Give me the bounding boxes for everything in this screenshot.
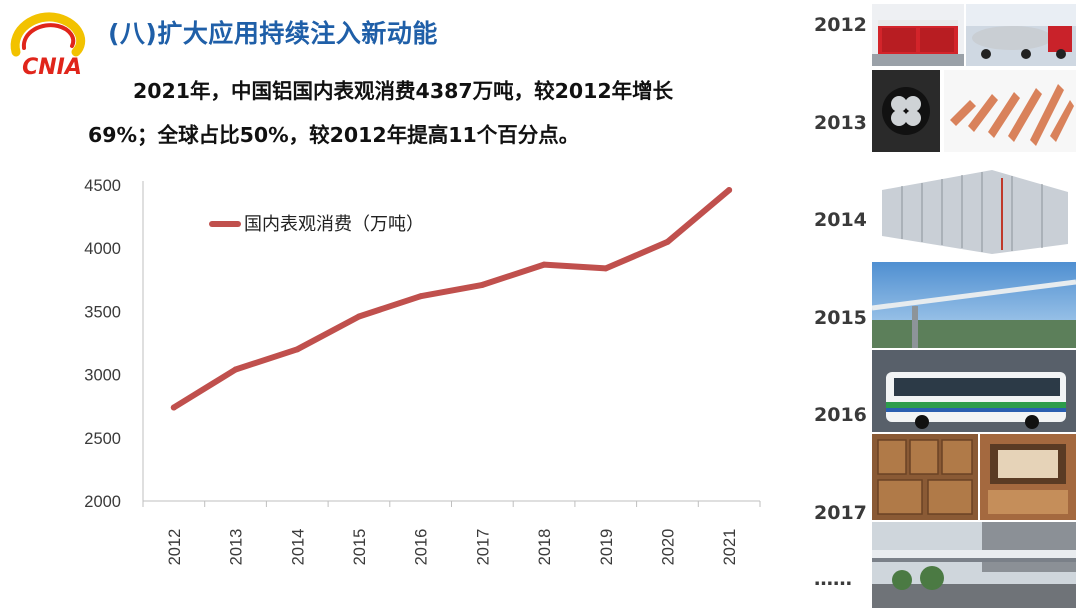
y-tick-label: 4000 (84, 240, 121, 258)
photo-suspended-monorail-2015 (872, 262, 1076, 348)
y-tick-label: 3000 (84, 367, 121, 385)
data-point (294, 346, 301, 353)
year-label-2016: 2016 (814, 404, 867, 426)
data-point (541, 261, 548, 268)
summary-line-1: 2021年，中国铝国内表观消费4387万吨，较2012年增长 (133, 79, 674, 103)
legend-label: 国内表观消费（万吨） (244, 214, 424, 235)
year-label-2014: 2014 (814, 209, 867, 231)
year-label-2013: 2013 (814, 112, 867, 134)
data-point (726, 187, 733, 194)
y-tick-label: 2000 (84, 493, 121, 511)
photo-tanker-truck-2012 (966, 4, 1076, 66)
series-line-domestic-consumption (170, 187, 733, 411)
year-label-2017: 2017 (814, 502, 867, 524)
x-tick-label: 2016 (413, 529, 431, 566)
photo-copper-clad-busbars-2013 (944, 70, 1076, 152)
data-point (170, 404, 177, 411)
photo-aluminum-cabinets-2017 (872, 434, 978, 520)
photo-aluminum-formwork-2014 (872, 156, 1076, 258)
x-tick-label: 2012 (166, 529, 184, 566)
x-tick-label: 2014 (289, 529, 307, 566)
data-point (355, 313, 362, 320)
x-tick-label: 2017 (474, 529, 492, 566)
page-title: (八)扩大应用持续注入新动能 (108, 19, 438, 48)
photo-wooden-interior-2017 (980, 434, 1076, 520)
data-point (232, 366, 239, 373)
data-point (664, 238, 671, 245)
summary-line-2: 69%；全球占比50%，较2012年提高11个百分点。 (88, 123, 580, 147)
y-tick-label: 2500 (84, 430, 121, 448)
x-tick-label: 2018 (536, 529, 554, 566)
x-tick-label: 2020 (659, 529, 677, 566)
photo-aluminum-bus-2016 (872, 350, 1076, 432)
x-tick-label: 2021 (721, 529, 739, 566)
x-tick-label: 2013 (228, 529, 246, 566)
cnia-logo: CNIA (6, 8, 98, 80)
y-tick-label: 4500 (84, 177, 121, 195)
photo-pedestrian-bridge (872, 522, 1076, 608)
data-point (417, 293, 424, 300)
x-tick-label: 2019 (598, 529, 616, 566)
photo-truck-box-2012 (872, 4, 964, 66)
timeline-ellipsis: …… (814, 568, 852, 590)
data-point (479, 281, 486, 288)
photo-aluminum-cable-2013 (872, 70, 940, 152)
year-label-2015: 2015 (814, 307, 867, 329)
svg-text:CNIA: CNIA (22, 55, 82, 80)
data-point (602, 265, 609, 272)
consumption-line-chart: 2000 2500 3000 3500 4000 4500 2012 2013 2014 2015… (60, 170, 800, 608)
year-label-2012: 2012 (814, 14, 867, 36)
x-tick-label: 2015 (351, 529, 369, 566)
y-tick-label: 3500 (84, 303, 121, 321)
